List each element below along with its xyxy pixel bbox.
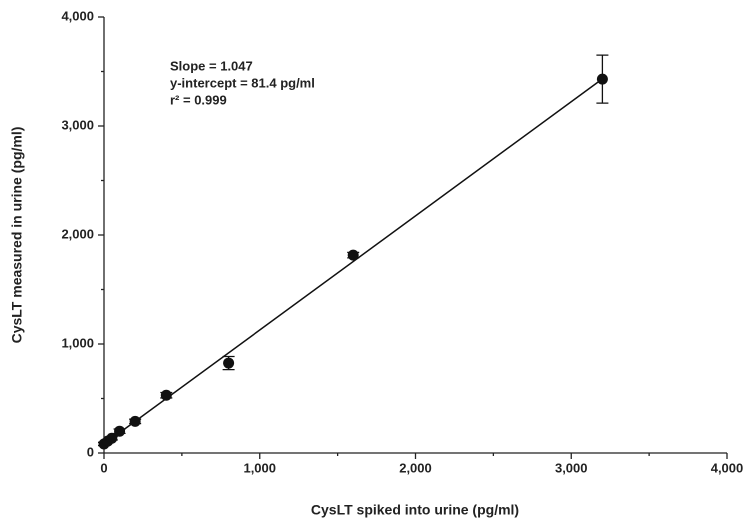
x-tick-label: 3,000: [555, 460, 588, 475]
x-tick-label: 4,000: [711, 460, 744, 475]
point: [160, 389, 172, 401]
annotation: Slope = 1.047: [170, 58, 253, 73]
x-axis-label: CysLT spiked into urine (pg/ml): [311, 502, 519, 518]
annotation: r² = 0.999: [170, 92, 227, 107]
y-axis-label: CysLT measured in urine (pg/ml): [9, 127, 25, 344]
y-tick-label: 1,000: [61, 335, 94, 350]
y-tick-label: 3,000: [61, 117, 94, 132]
annotation: y-intercept = 81.4 pg/ml: [170, 75, 315, 90]
point: [106, 432, 118, 444]
y-tick-label: 4,000: [61, 8, 94, 23]
point: [223, 357, 235, 369]
x-tick-label: 2,000: [399, 460, 432, 475]
point: [347, 249, 359, 261]
y-tick-label: 2,000: [61, 226, 94, 241]
x-tick-label: 0: [100, 460, 107, 475]
y-tick-label: 0: [87, 444, 94, 459]
x-tick-label: 1,000: [243, 460, 276, 475]
fit-line: [103, 78, 603, 445]
point: [129, 415, 141, 427]
point: [114, 425, 126, 437]
point: [596, 73, 608, 85]
